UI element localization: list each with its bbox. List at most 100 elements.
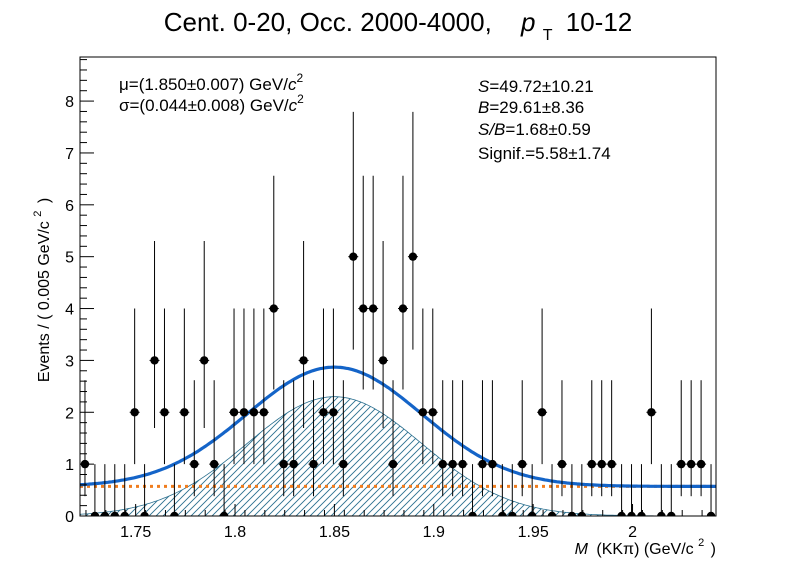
data-point bbox=[368, 175, 379, 390]
data-point bbox=[348, 111, 359, 350]
x-axis-label-close: ) bbox=[711, 541, 716, 558]
x-tick-label: 1.95 bbox=[518, 524, 549, 541]
y-axis-label-close: ) bbox=[36, 198, 53, 203]
data-marker bbox=[567, 511, 577, 516]
annotation-signal-value: =49.72±10.21 bbox=[489, 77, 593, 96]
x-tick-label: 1.8 bbox=[224, 524, 246, 541]
x-axis-label: M (KKπ) (GeV/c 2 ) bbox=[575, 533, 716, 558]
y-tick-label: 1 bbox=[65, 457, 74, 474]
data-marker bbox=[458, 459, 467, 469]
data-marker bbox=[617, 511, 626, 516]
plot-frame bbox=[79, 56, 717, 517]
data-point bbox=[686, 380, 697, 497]
annotation-s-over-b-label: S/B bbox=[478, 120, 505, 139]
annotation-sigma: σ=(0.044±0.008) GeV/c2 bbox=[119, 92, 304, 115]
data-marker bbox=[557, 459, 567, 469]
annotation-background-label: B bbox=[478, 98, 489, 117]
y-tick-label: 0 bbox=[65, 509, 74, 526]
data-marker bbox=[527, 511, 537, 516]
data-marker bbox=[249, 408, 259, 417]
plot-area bbox=[80, 111, 716, 516]
data-marker bbox=[498, 511, 507, 516]
title-pt-subscript: T bbox=[543, 27, 553, 44]
annotation-sigma-c: c bbox=[289, 96, 298, 115]
data-point bbox=[656, 464, 667, 516]
data-marker bbox=[219, 511, 229, 516]
data-point bbox=[378, 240, 389, 428]
y-axis-label-text: Events / ( 0.005 GeV/c bbox=[36, 221, 53, 382]
title-pt-symbol: p bbox=[520, 7, 535, 37]
y-tick-label: 3 bbox=[65, 353, 74, 370]
data-point bbox=[576, 464, 587, 516]
data-point bbox=[547, 464, 557, 516]
data-marker bbox=[518, 459, 527, 469]
data-point bbox=[338, 380, 349, 497]
data-point bbox=[666, 464, 677, 516]
data-point bbox=[527, 464, 538, 516]
data-point bbox=[258, 308, 269, 465]
data-point bbox=[328, 308, 339, 465]
x-axis-label-sup: 2 bbox=[698, 537, 704, 549]
annotation-background-value: =29.61±8.36 bbox=[489, 98, 584, 117]
data-marker bbox=[130, 408, 139, 417]
data-marker bbox=[239, 408, 249, 417]
data-point bbox=[159, 308, 170, 465]
data-point bbox=[507, 464, 518, 516]
data-point bbox=[537, 308, 548, 465]
x-axis-label-italic: M bbox=[575, 541, 589, 558]
data-point bbox=[616, 464, 627, 516]
data-marker bbox=[170, 511, 179, 516]
data-marker bbox=[289, 459, 298, 469]
data-marker bbox=[368, 304, 378, 313]
data-marker bbox=[140, 511, 149, 516]
data-marker bbox=[309, 459, 318, 469]
data-marker bbox=[478, 459, 487, 469]
data-marker bbox=[388, 459, 398, 469]
x-tick-label: 1.75 bbox=[120, 524, 151, 541]
data-marker bbox=[120, 511, 129, 516]
data-point bbox=[199, 240, 210, 428]
x-tick-label: 1.85 bbox=[319, 524, 350, 541]
data-point bbox=[457, 380, 468, 497]
annotation-mu-value: =(1.850±0.007) GeV/ bbox=[129, 75, 288, 94]
y-tick-label: 5 bbox=[65, 250, 74, 267]
data-points bbox=[80, 111, 716, 516]
annotation-significance-value: =5.58±1.74 bbox=[525, 144, 610, 163]
data-point bbox=[179, 308, 190, 465]
data-point bbox=[80, 380, 90, 497]
data-marker bbox=[259, 408, 269, 417]
annotation-signal-label: S bbox=[478, 77, 490, 96]
y-axis-ticks: 0 1 2 3 4 5 6 7 8 bbox=[65, 59, 94, 526]
data-marker bbox=[349, 252, 358, 261]
data-marker bbox=[428, 408, 437, 417]
data-point bbox=[557, 380, 567, 497]
data-point bbox=[626, 464, 637, 516]
data-marker bbox=[488, 459, 497, 469]
total-fit-curve bbox=[80, 365, 716, 488]
data-point bbox=[646, 308, 657, 465]
annotation-mu-sup: 2 bbox=[296, 71, 303, 85]
data-marker bbox=[448, 459, 457, 469]
data-marker bbox=[418, 408, 428, 417]
data-marker bbox=[627, 511, 636, 516]
data-marker bbox=[398, 304, 408, 313]
data-marker bbox=[100, 511, 110, 516]
data-marker bbox=[438, 459, 447, 469]
annotation-sigma-value: =(0.044±0.008) GeV/ bbox=[130, 96, 289, 115]
data-marker bbox=[299, 356, 308, 365]
data-marker bbox=[468, 511, 477, 516]
data-marker bbox=[110, 511, 119, 516]
data-marker bbox=[686, 459, 696, 469]
data-point bbox=[298, 240, 309, 428]
annotation-significance-label: Signif. bbox=[478, 144, 525, 163]
annotation-significance: Signif.=5.58±1.74 bbox=[478, 144, 611, 163]
data-point bbox=[278, 380, 289, 497]
data-marker bbox=[706, 511, 716, 516]
data-marker bbox=[577, 511, 587, 516]
x-axis-ticks: 1.75 1.8 1.85 1.9 1.95 2 bbox=[85, 504, 703, 541]
data-point bbox=[248, 308, 259, 465]
title-pt-range: 10-12 bbox=[566, 7, 633, 37]
data-point bbox=[99, 464, 110, 516]
y-tick-label: 2 bbox=[65, 405, 74, 422]
